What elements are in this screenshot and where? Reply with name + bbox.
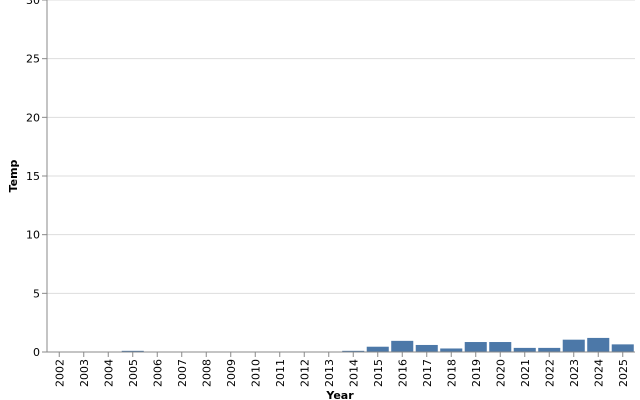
x-tick-label: 2010 xyxy=(249,359,262,387)
x-tick-label: 2025 xyxy=(617,359,630,387)
x-tick-label: 2024 xyxy=(592,359,605,387)
x-tick-label: 2011 xyxy=(274,359,287,387)
x-tick-label: 2015 xyxy=(372,359,385,387)
bar xyxy=(391,340,414,352)
y-tick-label: 0 xyxy=(33,346,40,359)
x-tick-label: 2017 xyxy=(421,359,434,387)
x-tick-label: 2006 xyxy=(151,359,164,387)
y-tick-label: 10 xyxy=(26,229,40,242)
x-tick-label: 2004 xyxy=(102,359,115,387)
bar xyxy=(587,337,610,352)
x-tick-label: 2007 xyxy=(176,359,189,387)
bar xyxy=(464,342,487,352)
x-tick-label: 2009 xyxy=(225,359,238,387)
x-tick-label: 2023 xyxy=(568,359,581,387)
bar xyxy=(415,344,438,352)
y-axis-title: Temp xyxy=(7,159,20,192)
y-tick-label: 20 xyxy=(26,111,40,124)
x-tick-label: 2008 xyxy=(200,359,213,387)
x-tick-label: 2013 xyxy=(323,359,336,387)
x-tick-label: 2020 xyxy=(494,359,507,387)
x-tick-label: 2012 xyxy=(298,359,311,387)
bar xyxy=(562,339,585,352)
bar xyxy=(513,347,536,352)
y-tick-label: 15 xyxy=(26,170,40,183)
y-tick-label: 5 xyxy=(33,287,40,300)
x-tick-label: 2022 xyxy=(543,359,556,387)
bar xyxy=(611,344,634,352)
x-tick-label: 2014 xyxy=(347,359,360,387)
x-tick-label: 2016 xyxy=(396,359,409,387)
bar xyxy=(366,346,389,352)
bar xyxy=(489,342,512,352)
x-tick-label: 2003 xyxy=(78,359,91,387)
bar xyxy=(538,347,561,352)
x-tick-label: 2019 xyxy=(470,359,483,387)
x-tick-label: 2005 xyxy=(127,359,140,387)
bar xyxy=(440,348,463,352)
x-tick-label: 2002 xyxy=(53,359,66,387)
y-tick-label: 25 xyxy=(26,53,40,66)
x-tick-label: 2021 xyxy=(519,359,532,387)
x-tick-label: 2018 xyxy=(445,359,458,387)
bar xyxy=(342,350,365,352)
bar xyxy=(121,350,144,352)
x-axis-title: Year xyxy=(325,389,354,400)
y-tick-label: 30 xyxy=(26,0,40,7)
